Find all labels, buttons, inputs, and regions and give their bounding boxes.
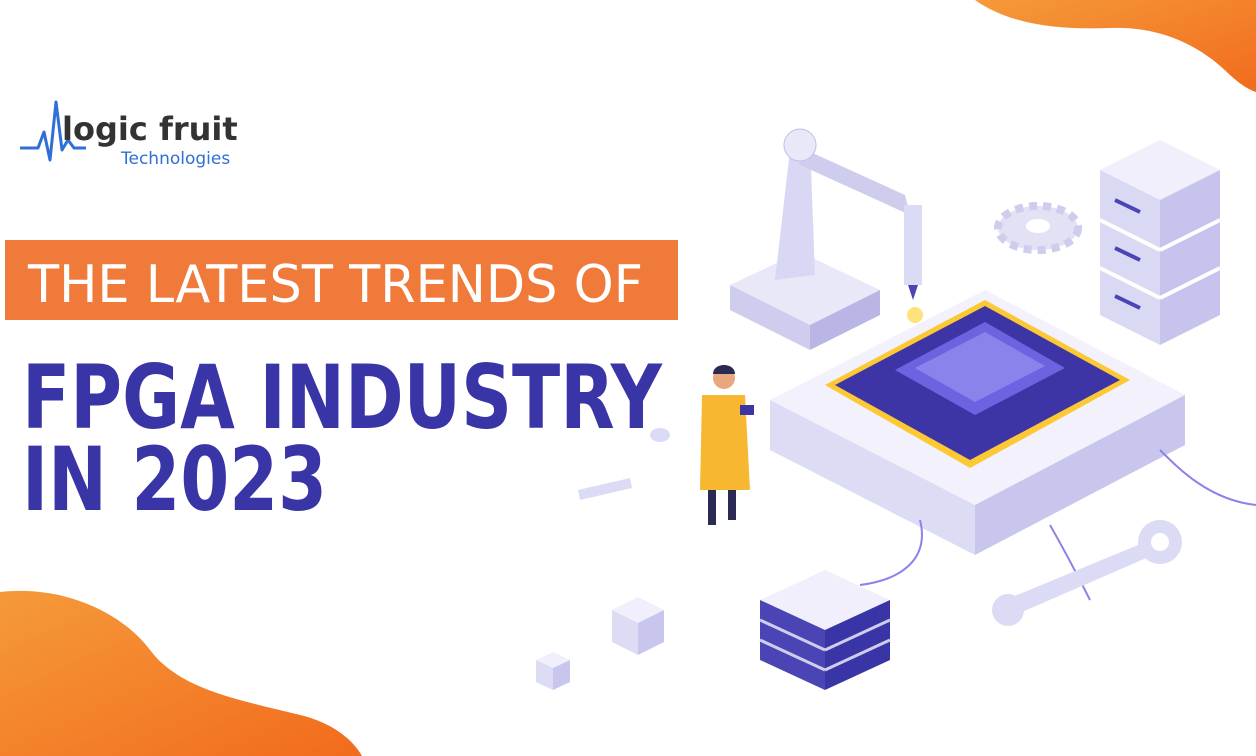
arm-base-top <box>730 252 880 325</box>
platform-side2 <box>975 395 1185 555</box>
nut <box>650 428 670 442</box>
person <box>700 365 754 525</box>
blob-top-right <box>975 0 1256 92</box>
cube <box>612 597 664 655</box>
logo-tagline: Technologies <box>120 149 230 169</box>
logo: logic fruit Technologies <box>20 100 238 169</box>
title-line2: IN 2023 <box>22 428 327 531</box>
arm-segment <box>904 205 922 285</box>
wrench-head <box>992 594 1024 626</box>
cube <box>536 652 570 690</box>
cable <box>1159 449 1256 506</box>
arm-segment <box>775 140 815 280</box>
server-stack <box>1099 140 1221 345</box>
illustration <box>536 128 1256 690</box>
bolt <box>578 478 632 500</box>
cable <box>859 519 923 586</box>
arm-tip <box>908 285 918 300</box>
arm-base-side2 <box>810 290 880 350</box>
small-server <box>759 570 891 690</box>
chip-die-top <box>915 332 1045 402</box>
arm-segment <box>795 145 910 215</box>
wrench <box>1005 540 1160 615</box>
arm-joint <box>783 128 817 162</box>
platform-side <box>770 400 975 555</box>
kicker: THE LATEST TRENDS OF <box>27 255 643 315</box>
cable <box>1049 524 1091 601</box>
title-line1: FPGA INDUSTRY <box>22 346 663 449</box>
spark <box>907 307 923 323</box>
logo-pulse <box>20 100 86 162</box>
kicker-band <box>5 240 678 320</box>
logo-name: logic fruit <box>62 110 238 148</box>
blob-bottom-left <box>0 590 362 756</box>
gear-hole <box>1026 219 1050 233</box>
arm-base-side <box>730 285 810 350</box>
wrench-hole <box>1151 533 1169 551</box>
